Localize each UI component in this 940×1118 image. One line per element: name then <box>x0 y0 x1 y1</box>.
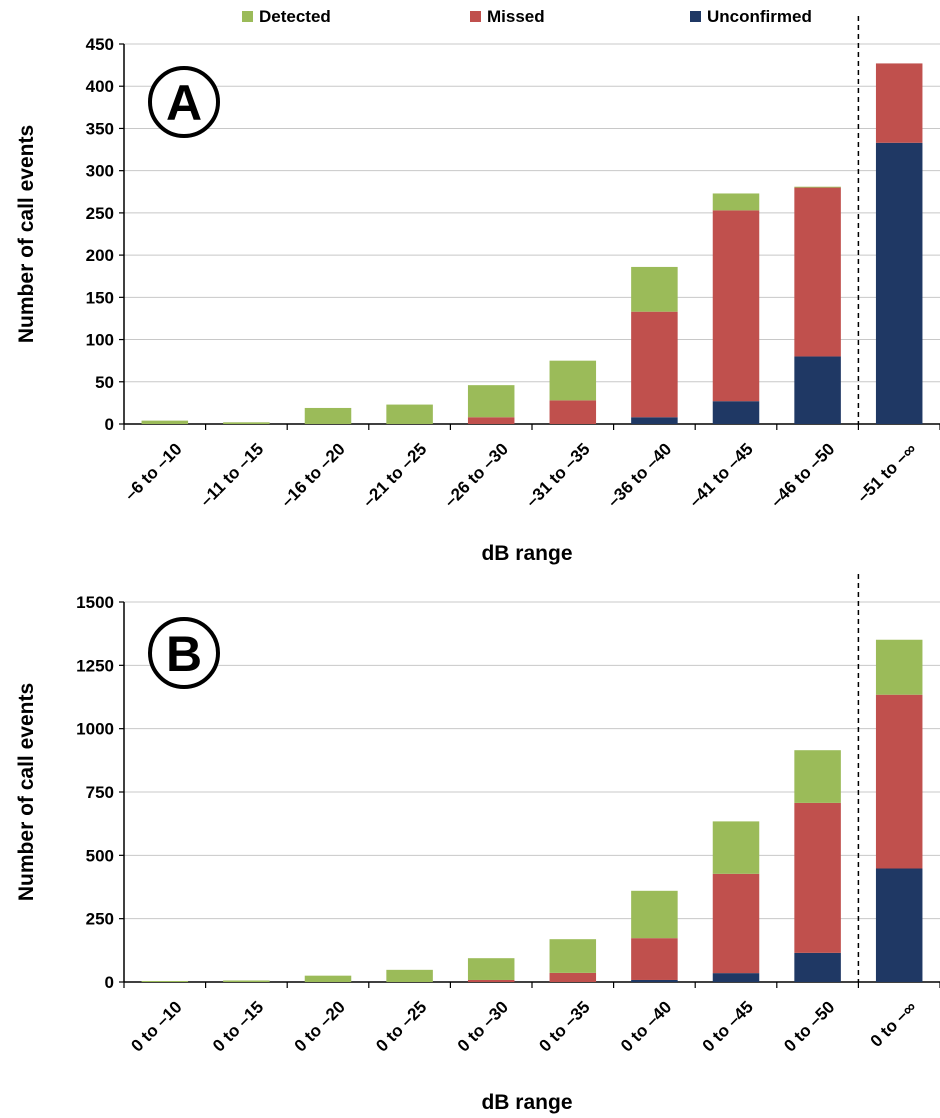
bar-segment-missed-6 <box>549 400 597 424</box>
bar-segment-unconfirmed-9 <box>794 356 841 424</box>
y-tick-label: 350 <box>86 119 114 138</box>
legend-swatch-detected <box>242 11 253 22</box>
y-tick-label: 100 <box>86 331 114 350</box>
bar-segment-detected-2 <box>223 422 270 424</box>
x-tick-label: –6 to –10 <box>121 439 186 504</box>
x-tick-label: 0 to –40 <box>617 997 675 1055</box>
bar-segment-unconfirmed-7 <box>631 979 678 982</box>
legend-label-unconfirmed: Unconfirmed <box>707 7 812 26</box>
x-tick-label: –41 to –45 <box>685 439 757 511</box>
y-tick-label: 1000 <box>76 720 114 739</box>
bar-segment-missed-7 <box>631 938 678 980</box>
bar-segment-missed-5 <box>467 417 515 424</box>
y-axis-title: Number of call events <box>15 125 38 343</box>
y-tick-label: 0 <box>105 415 114 434</box>
x-tick-label: 0 to –25 <box>372 997 430 1055</box>
x-tick-label: 0 to –∞ <box>867 997 920 1050</box>
legend-swatch-unconfirmed <box>690 11 701 22</box>
panel-letter-circle <box>148 66 220 138</box>
panel-b: 0 250 500 750 1000 1250 1500 0 to –10 0 to –15 0 … <box>15 574 940 1114</box>
y-axis-title: Number of call events <box>15 683 38 901</box>
bar-segment-detected-6 <box>549 360 597 401</box>
x-tick-label: –31 to –35 <box>522 439 594 511</box>
bar-segment-missed-9 <box>794 187 841 357</box>
x-tick-label: –26 to –30 <box>440 439 512 511</box>
y-tick-label: 250 <box>86 910 114 929</box>
bar-segment-missed-7 <box>631 311 678 418</box>
bar-segment-missed-8 <box>712 210 760 402</box>
bar-segment-missed-8 <box>712 873 760 974</box>
legend-swatch-missed <box>470 11 481 22</box>
panel-a: 0 50 100 150 200 250 300 350 400 450 –6 to –10 –11 … <box>15 16 940 565</box>
bar-segment-detected-3 <box>304 975 352 982</box>
bar-segment-unconfirmed-8 <box>712 401 760 424</box>
y-tick-label: 450 <box>86 35 114 54</box>
bar-segment-detected-9 <box>794 186 841 188</box>
bar-segment-detected-8 <box>712 193 760 211</box>
y-tick-label: 750 <box>86 783 114 802</box>
bar-segment-missed-10 <box>875 63 923 143</box>
bar-segment-detected-8 <box>712 821 760 874</box>
bar-segment-unconfirmed-10 <box>875 868 923 982</box>
bar-segment-detected-7 <box>631 890 678 939</box>
bar-segment-detected-3 <box>304 407 352 424</box>
y-tick-label: 300 <box>86 162 114 181</box>
bar-segment-unconfirmed-10 <box>875 142 923 425</box>
panel-letter-circle <box>148 617 220 689</box>
bar-segment-detected-2 <box>223 980 270 982</box>
x-tick-label: –46 to –50 <box>767 439 839 511</box>
x-tick-label: 0 to –10 <box>127 997 185 1055</box>
legend-label-detected: Detected <box>259 7 331 26</box>
y-tick-label: 0 <box>105 973 114 992</box>
bar-segment-detected-4 <box>386 404 433 424</box>
legend-label-missed: Missed <box>487 7 545 26</box>
bar-segment-unconfirmed-9 <box>794 952 841 982</box>
bar-segment-detected-5 <box>467 385 515 418</box>
y-tick-label: 1500 <box>76 593 114 612</box>
y-tick-label: 150 <box>86 288 114 307</box>
x-axis-title: dB range <box>481 1091 572 1114</box>
bar-segment-detected-9 <box>794 750 841 803</box>
bar-segment-detected-6 <box>549 939 597 973</box>
legend: Detected Missed Unconfirmed <box>242 7 812 26</box>
x-tick-label: –21 to –25 <box>359 439 431 511</box>
y-tick-label: 400 <box>86 77 114 96</box>
panel-letter: B <box>166 626 202 682</box>
y-tick-label: 500 <box>86 846 114 865</box>
x-tick-label: –51 to –∞ <box>853 439 920 506</box>
bar-segment-detected-7 <box>631 266 678 312</box>
bar-segment-detected-1 <box>141 980 189 982</box>
bar-segment-missed-9 <box>794 802 841 953</box>
bar-segment-missed-5 <box>467 979 515 982</box>
x-tick-label: –16 to –20 <box>277 439 349 511</box>
x-tick-label: 0 to –15 <box>209 997 267 1055</box>
bar-segment-missed-10 <box>875 694 923 869</box>
bar-segment-detected-4 <box>386 969 433 982</box>
y-tick-label: 250 <box>86 204 114 223</box>
x-tick-label: 0 to –30 <box>454 997 512 1055</box>
x-tick-label: 0 to –35 <box>535 997 593 1055</box>
x-tick-label: –11 to –15 <box>196 439 267 510</box>
x-tick-label: –36 to –40 <box>604 439 676 511</box>
y-tick-label: 200 <box>86 246 114 265</box>
bar-segment-unconfirmed-7 <box>631 417 678 424</box>
x-tick-label: 0 to –45 <box>699 997 757 1055</box>
x-axis-title: dB range <box>481 542 572 565</box>
bar-segment-detected-1 <box>141 420 189 424</box>
y-tick-label: 50 <box>95 373 114 392</box>
bar-segment-detected-10 <box>875 639 923 695</box>
y-tick-label: 1250 <box>76 656 114 675</box>
bar-segment-detected-5 <box>467 958 515 980</box>
x-tick-label: 0 to –50 <box>780 997 838 1055</box>
panel-letter: A <box>166 75 202 131</box>
x-tick-label: 0 to –20 <box>291 997 349 1055</box>
bar-segment-unconfirmed-8 <box>712 973 760 982</box>
bar-segment-missed-6 <box>549 972 597 982</box>
